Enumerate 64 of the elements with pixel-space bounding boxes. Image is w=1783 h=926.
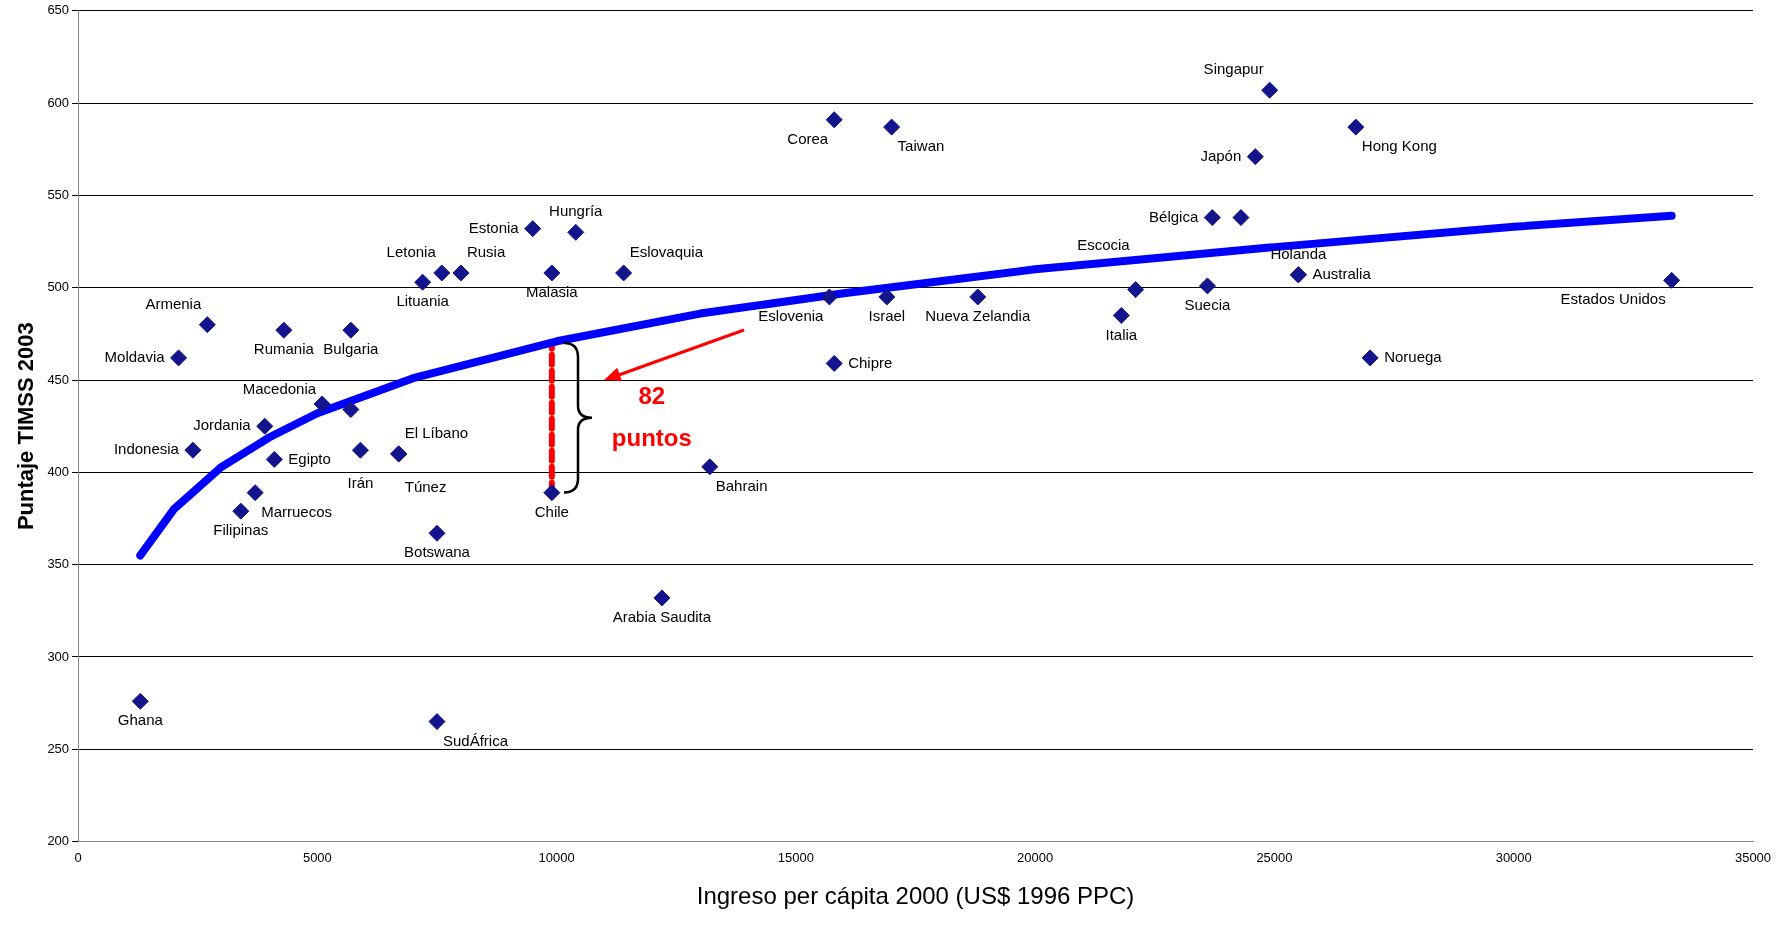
data-label: Moldavia [104,348,166,366]
data-label: Israel [868,307,906,325]
data-label: Hungría [549,202,604,220]
data-label: Letonia [386,243,437,261]
y-tick-label: 600 [47,94,70,110]
data-label: Nueva Zelandia [925,307,1031,325]
data-label: Holanda [1270,244,1327,262]
y-axis-title: Puntaje TIMSS 2003 [13,322,39,531]
data-label: Ghana [117,711,164,729]
data-label: Taiwan [897,137,945,155]
y-tick-label: 300 [47,648,70,664]
data-label: Lituania [396,292,450,310]
y-tick-label: 250 [47,740,70,756]
data-label: Macedonia [242,380,317,398]
data-label: Noruega [1384,348,1443,366]
data-label: Estados Unidos [1560,290,1666,308]
data-label: Armenia [145,294,202,312]
legend-label: 82 puntos [611,381,692,451]
data-label: Irán [347,474,374,492]
data-label: Bulgaria [323,340,380,358]
data-label: Estonia [468,218,520,236]
x-tick-label: 15000 [777,849,814,865]
data-label: Rusia [466,243,506,261]
y-tick-label: 200 [47,833,70,849]
y-tick-label: 550 [47,187,70,202]
data-label: Bahrain [715,476,768,494]
data-label: Arabia Saudita [612,608,712,626]
y-tick-label: 350 [47,556,70,572]
data-label: Túnez [404,478,447,496]
data-label: Filipinas [213,521,269,539]
x-tick-label: 35000 [1734,849,1772,865]
x-tick-label: 10000 [538,849,575,865]
data-label: Egipto [288,449,331,467]
y-tick-label: 450 [47,371,70,387]
data-label: Malasia [526,283,579,301]
y-tick-label: 500 [47,279,70,295]
data-label: Escocia [1077,235,1131,253]
data-label: Singapur [1203,60,1264,78]
data-label: Australia [1312,264,1372,282]
data-label: Eslovenia [758,307,825,325]
x-tick-label: 20000 [1017,849,1054,865]
x-tick-label: 30000 [1495,849,1532,865]
data-label: Japón [1200,146,1242,164]
data-label: Rumania [253,340,315,358]
data-label: Indonesia [113,440,180,458]
x-tick-label: 0 [74,849,82,865]
data-label: Botswana [404,543,471,561]
data-label: Bélgica [1149,207,1199,225]
data-label: Suecia [1184,296,1232,314]
y-tick-label: 400 [47,463,70,479]
data-label: Hong Kong [1361,137,1437,155]
data-label: SudÁfrica [443,731,509,749]
data-label: Jordania [193,416,252,434]
x-axis-title: Ingreso per cápita 2000 (US$ 1996 PPC) [696,882,1135,910]
data-label: Italia [1105,325,1138,343]
data-label: El Líbano [404,424,469,442]
data-label: Corea [787,129,829,147]
y-tick-label: 650 [47,2,70,18]
data-label: Eslovaquia [629,243,704,261]
x-tick-label: 5000 [302,849,332,865]
data-label: Chile [534,502,569,520]
data-label: Chipre [848,353,893,371]
data-label: Marruecos [261,502,333,520]
x-tick-label: 25000 [1256,849,1293,865]
